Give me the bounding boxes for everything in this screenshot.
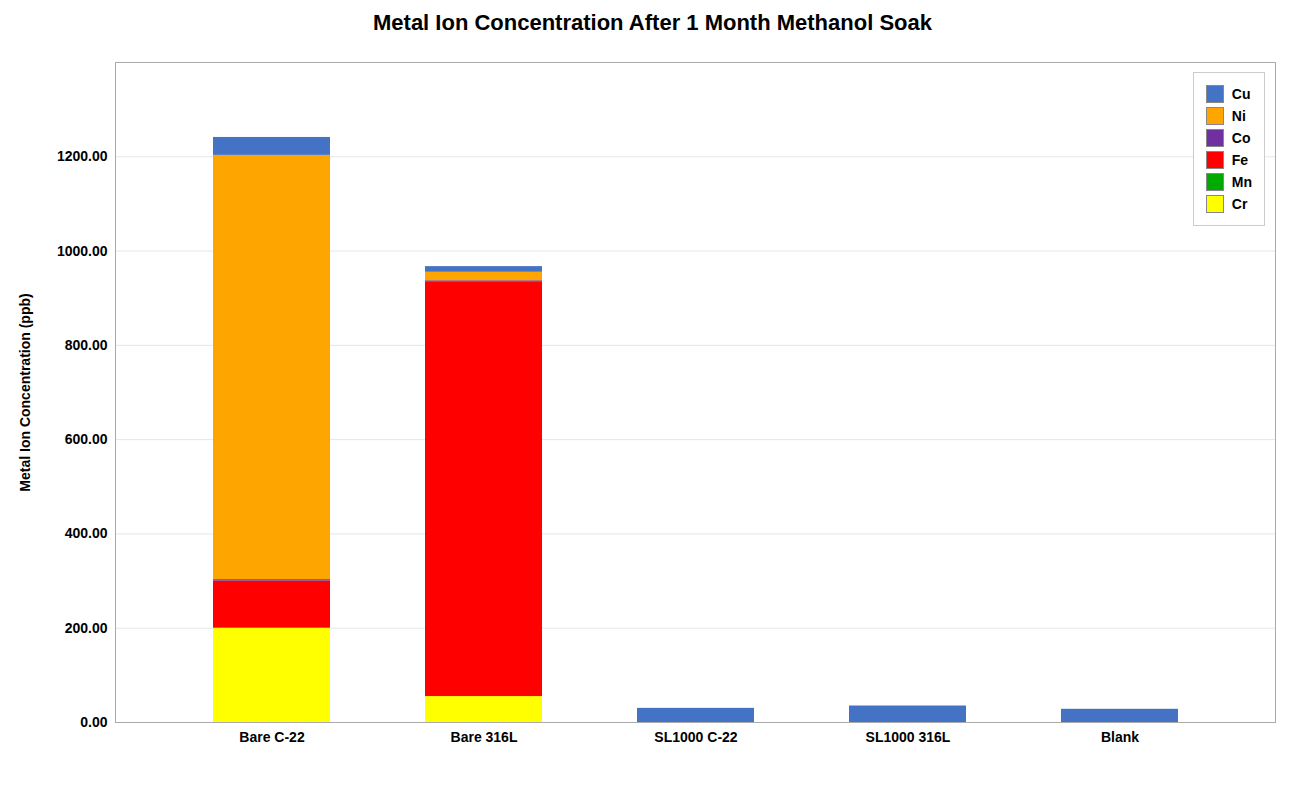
- html-text:Cr: Cr: [1231, 196, 1248, 212]
- svg-text:1000.00: 1000.00: [57, 243, 108, 259]
- svg-text:SL1000 316L: SL1000 316L: [866, 729, 951, 745]
- svg-text:Bare C-22: Bare C-22: [239, 729, 305, 745]
- svg-text:0.00: 0.00: [80, 714, 107, 730]
- svg-text:1200.00: 1200.00: [57, 148, 108, 164]
- html-text:Cu: Cu: [1231, 86, 1251, 102]
- html-text:Metal Ion Concentration After: Metal Ion Concentration After 1 Month Me…: [373, 10, 932, 35]
- svg-text:Metal Ion Concentration (ppb): Metal Ion Concentration (ppb): [17, 293, 33, 491]
- svg-text:SL1000 C-22: SL1000 C-22: [654, 729, 737, 745]
- svg-text:400.00: 400.00: [65, 525, 108, 541]
- svg-text:600.00: 600.00: [65, 431, 108, 447]
- html-text:Mn: Mn: [1231, 174, 1252, 190]
- svg-text:200.00: 200.00: [65, 620, 108, 636]
- svg-text:800.00: 800.00: [65, 337, 108, 353]
- svg-text:Bare 316L: Bare 316L: [451, 729, 518, 745]
- html-text:Fe: Fe: [1231, 152, 1249, 168]
- svg-text:Blank: Blank: [1101, 729, 1139, 745]
- html-text:Ni: Ni: [1231, 108, 1246, 124]
- html-text:Co: Co: [1231, 130, 1251, 146]
